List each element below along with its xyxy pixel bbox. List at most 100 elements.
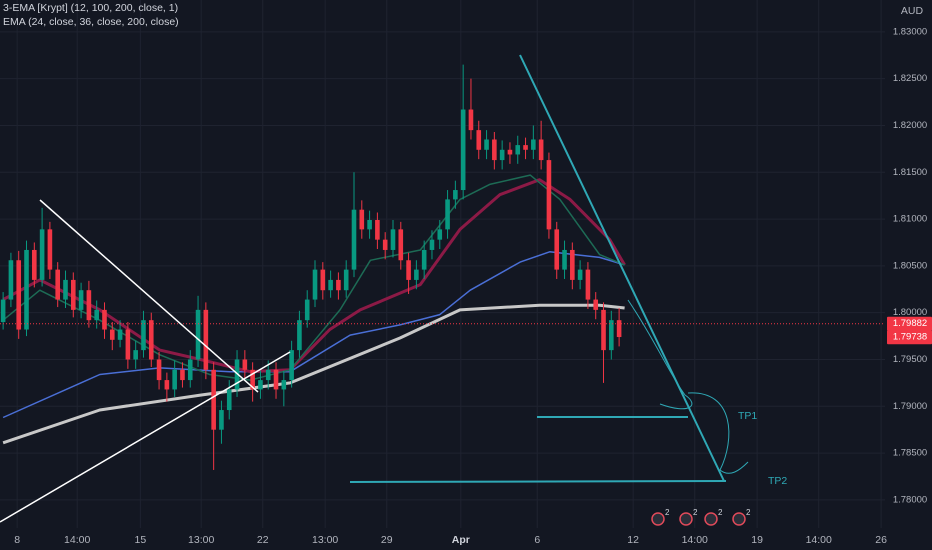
- candle-body: [226, 389, 232, 411]
- candle-body: [382, 239, 388, 250]
- x-tick-label: 13:00: [188, 534, 214, 546]
- y-tick-label: 1.80500: [893, 260, 927, 271]
- price-tag: [887, 330, 932, 345]
- candle-body: [437, 229, 443, 240]
- price-tag: [887, 316, 932, 331]
- price-axis: [885, 0, 932, 550]
- price-tag-label: 1.79882: [893, 318, 927, 329]
- trend-line: [519, 54, 725, 482]
- candle-body: [94, 309, 99, 321]
- candle-body: [203, 309, 209, 370]
- y-tick-label: 1.82500: [893, 73, 927, 84]
- trend-line: [39, 199, 259, 393]
- candle-body: [453, 190, 458, 200]
- candle-body: [375, 220, 380, 240]
- candle-body: [492, 139, 497, 161]
- candle-body: [585, 269, 591, 300]
- candle-body: [609, 320, 614, 351]
- candle-body: [304, 299, 310, 321]
- trend-line: [0, 351, 291, 523]
- candle-body: [476, 130, 482, 150]
- event-icon: [679, 512, 693, 526]
- x-tick-label: 22: [257, 534, 269, 546]
- candle-body: [406, 260, 411, 280]
- y-tick-label: 1.83000: [893, 26, 927, 37]
- drawings: [0, 54, 749, 523]
- candle-body: [148, 320, 154, 360]
- x-tick-label: 26: [875, 534, 887, 546]
- candle-body: [429, 239, 435, 250]
- candle-body: [281, 380, 287, 390]
- candle-body: [156, 359, 162, 381]
- currency: AUD: [901, 5, 924, 17]
- candle-body: [39, 229, 45, 280]
- x-tick-label: Apr: [452, 534, 470, 546]
- candle-body: [109, 329, 115, 340]
- candle-body: [289, 350, 294, 381]
- candle-body: [445, 199, 450, 230]
- x-tick-label: 29: [381, 534, 393, 546]
- candle-body: [172, 369, 177, 390]
- candle-body: [242, 359, 248, 370]
- candle-body: [265, 369, 271, 381]
- candle-body: [616, 320, 622, 338]
- y-tick-label: 1.82000: [893, 120, 927, 131]
- x-tick-label: 6: [534, 534, 540, 546]
- annotation: TP2: [768, 475, 787, 487]
- candle-body: [273, 369, 279, 390]
- x-tick-label: 14:00: [806, 534, 832, 546]
- y-tick-label: 1.79000: [893, 401, 927, 412]
- candle-body: [258, 380, 263, 390]
- candle-body: [63, 279, 68, 300]
- x-tick-label: 19: [751, 534, 763, 546]
- candle-body: [195, 309, 201, 360]
- path-arrow: [627, 299, 693, 410]
- y-tick-label: 1.81500: [893, 167, 927, 178]
- candle-body: [390, 229, 396, 250]
- legend-entry: 3-EMA [Krypt] (12, 100, 200, close, 1): [3, 2, 178, 14]
- time-axis: [0, 528, 885, 550]
- candle-body: [133, 350, 138, 360]
- candle-body: [219, 410, 224, 430]
- ema-line: [2, 303, 625, 445]
- x-tick-label: 8: [14, 534, 20, 546]
- candle-body: [320, 269, 326, 291]
- x-tick-label: 14:00: [64, 534, 90, 546]
- price-tag-label: 1.79738: [893, 332, 927, 343]
- candle-body: [70, 279, 76, 310]
- candle-body: [328, 279, 333, 291]
- candle-body: [16, 260, 22, 330]
- candle-body: [515, 145, 521, 155]
- axes: 1.78000 1.78500 1.79000 1.79500 1.80000 1.805…: [14, 26, 932, 546]
- x-tick-label: 12: [627, 534, 639, 546]
- candle-body: [32, 249, 37, 280]
- candle-body: [250, 369, 255, 390]
- candle-body: [359, 209, 365, 230]
- candle-body: [577, 269, 583, 280]
- event-count: 2: [665, 508, 670, 517]
- candle-body: [414, 269, 419, 280]
- candle-body: [336, 279, 341, 291]
- candle-body: [460, 109, 466, 191]
- candle-body: [47, 229, 53, 270]
- candle-body: [78, 290, 84, 310]
- legend: 3-EMA [Krypt] (12, 100, 200, close, 1) E…: [3, 2, 179, 28]
- candle-body: [367, 220, 372, 230]
- y-tick-label: 1.81000: [893, 214, 927, 225]
- event-icon: [651, 512, 665, 526]
- candle-body: [211, 369, 216, 430]
- candle-body: [187, 359, 193, 381]
- y-tick-label: 1.80000: [893, 307, 927, 318]
- candle-body: [499, 149, 505, 161]
- candle-body: [531, 139, 536, 150]
- candle-body: [554, 229, 560, 270]
- candle-body: [484, 139, 489, 150]
- candle-body: [538, 139, 544, 161]
- x-tick-label: 15: [135, 534, 147, 546]
- candle-body: [117, 329, 123, 340]
- candle-body: [351, 209, 357, 270]
- y-tick-label: 1.78500: [893, 448, 927, 459]
- candle-body: [468, 109, 474, 131]
